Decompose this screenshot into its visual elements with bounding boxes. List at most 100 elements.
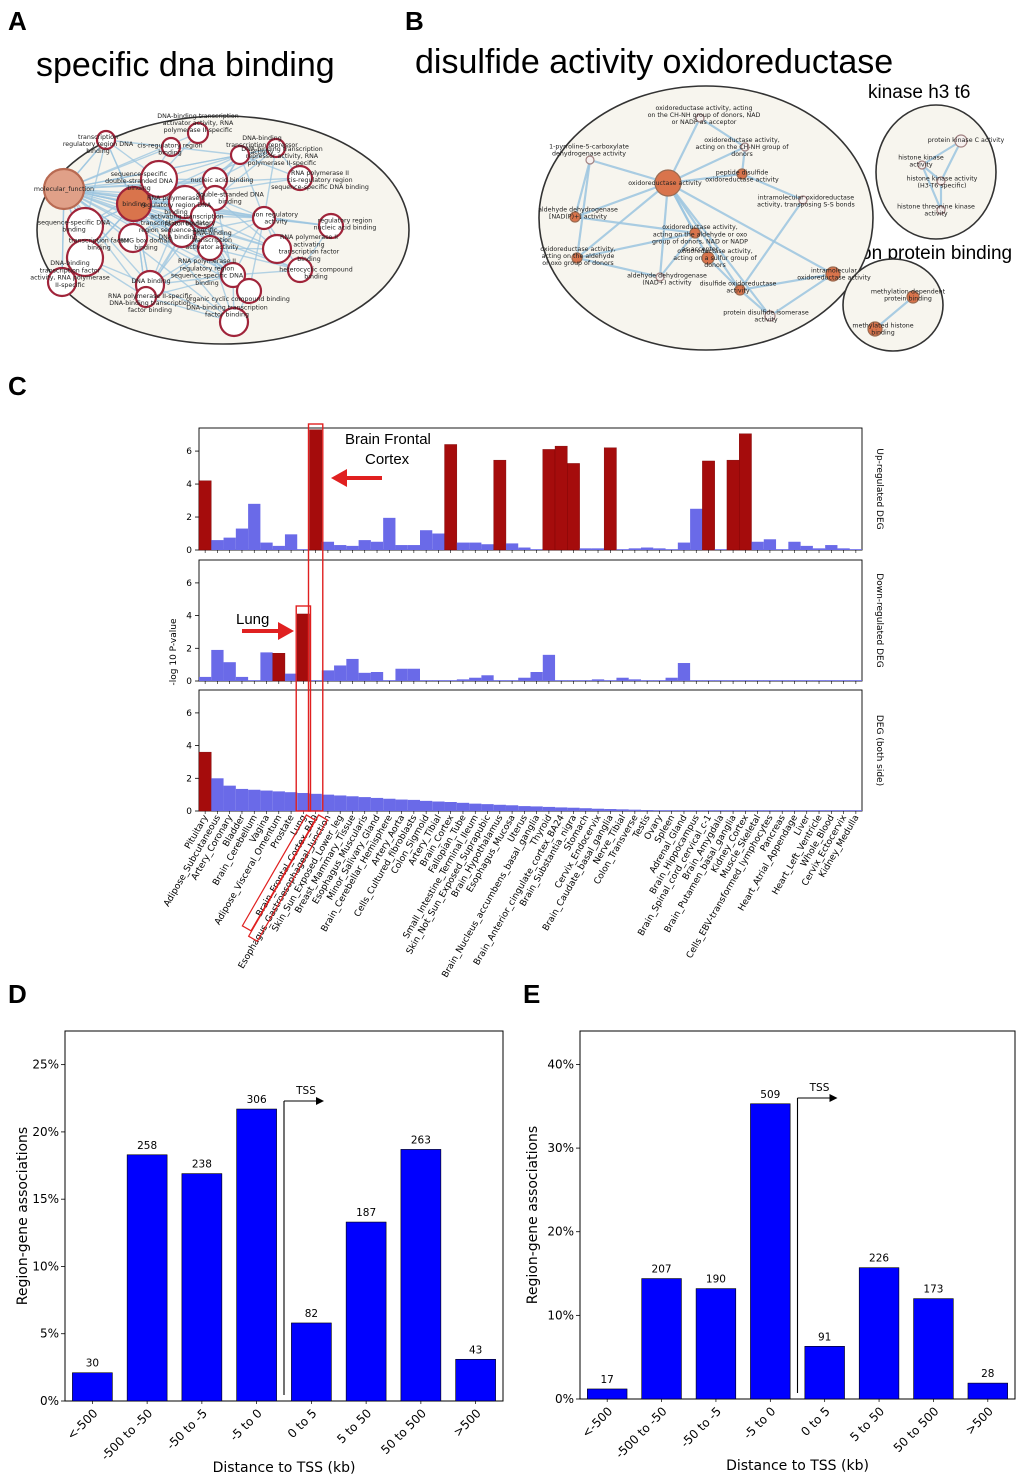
network-b-edge xyxy=(920,164,943,211)
c-bar xyxy=(358,540,371,550)
c-ylabel: -log 10 P-value xyxy=(169,618,179,685)
c-bar xyxy=(235,788,249,811)
c-bar xyxy=(235,528,249,550)
network-a-node xyxy=(235,277,263,305)
c-bar xyxy=(272,545,285,550)
panel-e-bar xyxy=(967,1382,1008,1400)
panel-d-bar xyxy=(72,1372,113,1402)
panel-d-bar-label: 30 xyxy=(86,1358,99,1370)
network-b-edge xyxy=(667,182,771,317)
network-b-node xyxy=(569,211,581,223)
c-ytick-label: 0 xyxy=(186,677,192,687)
c-highlight-label-brain xyxy=(247,814,329,943)
c-side-label: Up-regulated DEG xyxy=(874,448,884,529)
panel-d-frame xyxy=(64,1030,504,1402)
c-bar xyxy=(567,680,580,681)
c-bar xyxy=(334,545,347,550)
c-bar xyxy=(776,549,789,550)
panel-d-bar xyxy=(181,1173,223,1402)
c-bar xyxy=(444,444,458,551)
network-b-edge xyxy=(707,257,741,291)
network-b-edge xyxy=(573,159,592,218)
c-bar xyxy=(284,792,298,811)
c-bar xyxy=(739,433,752,551)
c-bar xyxy=(653,810,666,811)
network-a-node xyxy=(139,159,179,199)
panel-e-frame xyxy=(579,1030,1016,1400)
network-b-node xyxy=(906,290,920,304)
panel-d-xtick-label: 50 to 500 xyxy=(378,1406,429,1457)
c-bar xyxy=(211,540,224,550)
panel-c-chart: 0 2 4 6 Up-regulated DEG 0 2 4 6 Down-regulated D… xyxy=(162,423,884,980)
network-b-node-label: aldehyde dehydrogenase [NAD(P)+] activity xyxy=(538,206,618,220)
network-b-node xyxy=(764,310,776,322)
c-bar xyxy=(763,539,777,550)
c-bar xyxy=(407,668,420,681)
panel-d-ytick-label: 0% xyxy=(40,1394,59,1408)
c-bar xyxy=(530,549,543,550)
network-a-edge xyxy=(63,177,301,190)
panel-e-xlabel: Distance to TSS (kb) xyxy=(726,1458,869,1474)
network-b-edge xyxy=(667,146,746,184)
network-a-node-label: HMG box domain binding xyxy=(119,237,173,251)
c-bar xyxy=(297,793,310,811)
c-bar xyxy=(542,806,556,811)
panel-d-xtick-label: 0 to 5 xyxy=(285,1406,320,1441)
panel-d-bar-label: 306 xyxy=(247,1094,267,1106)
c-bar xyxy=(223,785,236,811)
c-bar xyxy=(260,790,273,811)
panel-d-xtick-label: -500 to -50 xyxy=(98,1406,155,1463)
c-ytick-label: 4 xyxy=(186,612,192,622)
network-b-edge xyxy=(874,296,914,330)
c-bar xyxy=(469,677,482,681)
network-b-edge xyxy=(769,273,834,317)
c-bar xyxy=(493,680,506,681)
panel-d-bar xyxy=(291,1322,332,1402)
network-b-node-label: histone kinase activity (H3-T6 specific) xyxy=(907,175,978,189)
panel-e-ytick-label: 30% xyxy=(547,1141,574,1155)
panel-e-ytick-label: 10% xyxy=(547,1308,574,1322)
c-bar xyxy=(358,672,371,681)
network-b-edge xyxy=(667,182,834,275)
network-a-node xyxy=(189,202,217,230)
panel-d-xtick-label: >500 xyxy=(451,1406,484,1439)
c-bar xyxy=(199,676,212,681)
network-a-node-label: DNA binding xyxy=(131,278,170,285)
network-b-node-label: oxidoreductase activity xyxy=(628,180,702,187)
c-bar xyxy=(726,680,740,681)
c-bar xyxy=(677,663,691,681)
network-a-node-label: RNA polymerase II regulatory region sequen… xyxy=(171,258,244,287)
network-a-node-label: DNA-binding transcription repressor activ… xyxy=(241,146,323,167)
c-bar xyxy=(714,680,727,681)
panel-e-bar xyxy=(587,1388,628,1400)
panel-e-bar-label: 91 xyxy=(818,1331,831,1343)
network-a-node xyxy=(201,184,229,212)
c-bar xyxy=(481,675,494,681)
panel-d-bar xyxy=(345,1221,387,1402)
c-bar xyxy=(223,537,236,550)
c-bar xyxy=(579,548,592,550)
c-bar xyxy=(297,613,310,682)
network-a-node xyxy=(229,144,251,166)
c-bar xyxy=(493,804,506,811)
c-bar xyxy=(481,804,494,811)
c-bar xyxy=(284,673,298,681)
c-bar xyxy=(628,548,641,550)
c-bar xyxy=(309,429,322,551)
c-bar xyxy=(653,680,666,681)
c-bar xyxy=(383,798,396,811)
network-b-edge xyxy=(739,272,834,292)
network-b-node xyxy=(798,195,808,205)
c-bar xyxy=(420,530,433,550)
c-bar xyxy=(198,751,212,812)
c-bar xyxy=(616,677,629,681)
network-b-node-label: 1-pyrroline-5-carboxylate dehydrogenase a… xyxy=(549,143,629,157)
network-b-node-label: oxidoreductase activity, acting on a sulf… xyxy=(673,248,757,269)
panel-d-xtick-label: <-500 xyxy=(64,1406,100,1442)
c-bar xyxy=(739,680,752,681)
c-ytick-label: 6 xyxy=(186,709,192,719)
c-bar xyxy=(739,810,752,811)
c-bar xyxy=(591,679,605,681)
c-ytick-label: 4 xyxy=(186,742,192,752)
